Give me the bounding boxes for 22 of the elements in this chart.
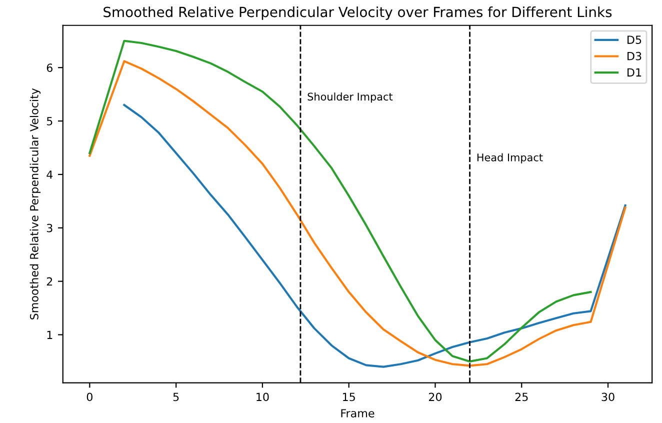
y-tick-label: 3 — [46, 224, 52, 232]
legend-label: D1 — [628, 68, 642, 76]
x-tick-label: 10 — [256, 392, 269, 402]
x-tick-label: 5 — [173, 392, 179, 402]
line-series — [123, 104, 626, 368]
x-tick-label: 25 — [515, 392, 528, 402]
y-tick-label: 6 — [46, 64, 52, 72]
legend-label: D3 — [628, 52, 642, 60]
y-tick-label: 1 — [47, 330, 52, 339]
ref-line-label: Shoulder Impact — [308, 92, 393, 103]
y-axis-title: Smoothed Relative Perpendicular Velocity — [30, 88, 41, 320]
x-tick-label: 15 — [342, 392, 355, 402]
y-tick-label: 2 — [46, 277, 52, 286]
x-axis-title: Frame — [341, 409, 374, 418]
ref-line-label: Head Impact — [477, 153, 543, 164]
legend-label: D5 — [628, 36, 642, 44]
x-tick-label: 0 — [86, 392, 92, 402]
x-tick-label: 30 — [602, 392, 614, 402]
y-tick-label: 5 — [46, 117, 52, 126]
y-tick-label: 4 — [46, 170, 53, 179]
chart-title: Smoothed Relative Perpendicular Velocity over Frames for Different Links — [104, 6, 612, 20]
x-tick-label: 20 — [428, 392, 442, 402]
